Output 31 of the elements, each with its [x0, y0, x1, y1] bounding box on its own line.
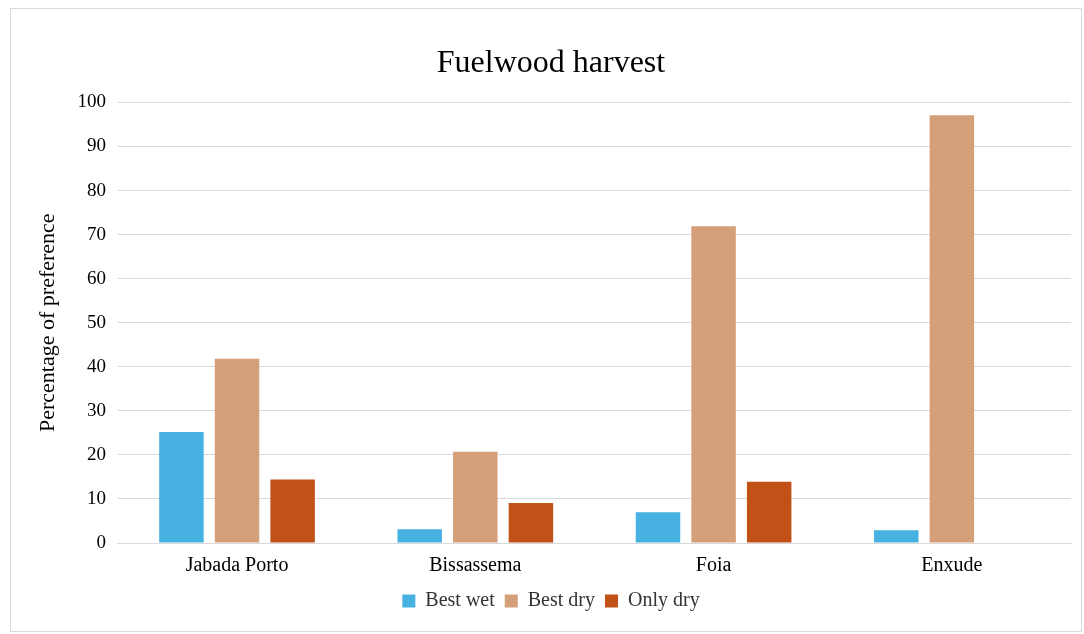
y-tick-label: 100 — [77, 90, 106, 112]
y-tick-label: 0 — [96, 530, 106, 552]
y-tick-label: 80 — [86, 178, 106, 200]
y-tick-label: 20 — [86, 442, 106, 464]
bar — [635, 512, 681, 543]
y-tick-label: 40 — [86, 354, 106, 376]
legend-label: Only dry — [628, 588, 700, 612]
x-tick-label: Foia — [695, 553, 732, 576]
y-tick-label: 30 — [86, 398, 106, 420]
y-axis-title: Percentage of preference — [33, 213, 59, 433]
bar — [929, 115, 975, 543]
x-tick-label: Bissassema — [429, 553, 522, 576]
bar — [214, 358, 260, 543]
y-tick-label: 70 — [86, 222, 106, 244]
bar — [746, 481, 792, 543]
bar — [270, 479, 315, 543]
bar — [453, 451, 498, 543]
legend-label: Best dry — [527, 588, 595, 612]
y-tick-label: 60 — [86, 266, 106, 288]
bar — [691, 226, 736, 543]
y-tick-label: 90 — [86, 134, 106, 156]
y-tick-label: 10 — [86, 486, 106, 508]
bar — [874, 530, 919, 543]
bar — [159, 431, 204, 543]
x-tick-label: Jabada Porto — [185, 553, 289, 576]
bar — [397, 529, 442, 543]
bar — [508, 502, 554, 543]
chart-title: Fuelwood harvest — [436, 42, 666, 79]
legend-label: Best wet — [425, 588, 496, 611]
y-tick-label: 50 — [86, 310, 106, 332]
x-tick-label: Enxude — [921, 553, 983, 576]
